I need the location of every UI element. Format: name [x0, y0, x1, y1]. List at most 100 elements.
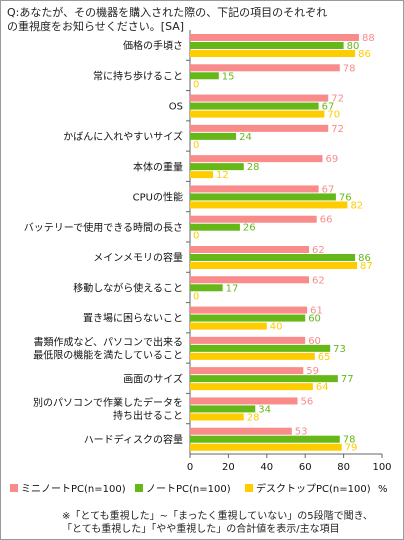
data-label: 0	[193, 291, 199, 302]
category-label: 置き場に困らないこと	[83, 312, 183, 325]
bar-desktop	[190, 262, 358, 269]
bar-mini	[190, 276, 310, 284]
data-label: 69	[325, 154, 338, 165]
bar-note	[190, 132, 237, 140]
data-label: 78	[343, 435, 356, 446]
bar-mini	[190, 34, 359, 41]
bar-mini	[190, 94, 329, 102]
data-label: 80	[347, 41, 360, 52]
data-label: 34	[258, 404, 271, 415]
bar-desktop	[190, 352, 315, 360]
data-label: 66	[320, 215, 333, 226]
category-label: バッテリーで使用できる時間の長さ	[24, 221, 183, 234]
footnote: ※「とても重視した」~「まったく重視していない」の5段階で聞き、 「とても重視し…	[62, 511, 373, 535]
bar-mini	[190, 306, 308, 314]
bar-desktop	[190, 201, 348, 209]
data-label: 87	[360, 261, 373, 272]
category-label: 移動しながら使えること	[73, 281, 183, 294]
data-label: 82	[350, 200, 363, 211]
bar-mini	[190, 215, 317, 223]
category-label: 別のパソコンで作業したデータを持ち出せること	[33, 396, 183, 422]
data-label: 40	[270, 322, 283, 333]
bar-mini	[190, 246, 310, 253]
data-label: 76	[339, 192, 352, 203]
bar-note	[190, 405, 256, 413]
bar-note	[190, 284, 223, 292]
bar-mini	[190, 427, 292, 435]
data-label: 0	[193, 79, 199, 90]
category-label: CPUの性能	[133, 191, 183, 204]
data-label: 12	[216, 170, 229, 181]
data-label: 61	[310, 306, 323, 317]
x-tick-label: 0	[187, 462, 193, 473]
data-label: 72	[331, 94, 344, 105]
data-label: 56	[301, 396, 314, 407]
legend-label: デスクトップPC(n=100)	[256, 482, 371, 495]
legend-swatch	[10, 484, 18, 492]
x-tick-label: 40	[260, 462, 273, 473]
category-label: 書類作成など、パソコンで出来る最低限の機能を満たしていること	[33, 336, 183, 362]
legend-swatch	[245, 484, 253, 492]
data-label: 24	[239, 132, 252, 143]
data-label: 0	[193, 231, 199, 242]
category-label: かばんに入れやすいサイズ	[63, 130, 183, 143]
data-label: 0	[193, 140, 199, 151]
bar-note	[190, 223, 240, 231]
x-tick-label: 80	[337, 462, 350, 473]
bar-desktop	[190, 443, 342, 451]
data-label: 59	[306, 366, 319, 377]
unit-label: %	[378, 484, 388, 495]
bar-mini	[190, 155, 323, 163]
bar-desktop	[190, 383, 313, 391]
bar-note	[190, 72, 219, 80]
bar-desktop	[190, 322, 267, 330]
bar-note	[190, 254, 356, 261]
bar-note	[190, 314, 306, 322]
bar-note	[190, 344, 331, 352]
bar-mini	[190, 64, 340, 72]
legend-label: ミニノートPC(n=100)	[21, 484, 126, 495]
bar-mini	[190, 185, 319, 193]
data-label: 72	[331, 124, 344, 135]
bar-desktop	[190, 110, 325, 118]
data-label: 67	[322, 184, 335, 195]
bar-desktop	[190, 171, 214, 179]
bar-note	[190, 375, 338, 383]
bar-note	[190, 163, 244, 171]
bar-mini	[190, 397, 298, 405]
category-label: ハードディスクの容量	[84, 433, 183, 446]
bar-mini	[190, 367, 304, 375]
category-label: OS	[169, 102, 183, 113]
data-label: 88	[362, 33, 375, 44]
x-tick-label: 20	[222, 462, 235, 473]
survey-question: Q:あなたが、その機器を購入された際の、下記の項目のそれぞれ の重視度をお知らせ…	[7, 6, 328, 33]
data-label: 26	[243, 223, 256, 234]
legend-swatch	[135, 484, 143, 492]
bar-note	[190, 193, 336, 201]
data-label: 86	[358, 49, 371, 60]
data-label: 17	[226, 283, 239, 294]
category-label: 常に持ち歩けること	[93, 69, 183, 82]
data-label: 60	[308, 336, 321, 347]
data-label: 64	[316, 382, 329, 393]
category-label: 画面のサイズ	[123, 372, 183, 385]
data-label: 79	[345, 443, 358, 454]
data-label: 28	[247, 412, 260, 423]
x-tick-label: 100	[372, 462, 391, 473]
data-label: 15	[222, 71, 235, 82]
data-label: 53	[295, 427, 308, 438]
x-tick-label: 60	[299, 462, 312, 473]
bar-desktop	[190, 413, 244, 421]
data-label: 62	[312, 275, 325, 286]
bar-note	[190, 42, 344, 49]
bar-mini	[190, 124, 329, 132]
data-label: 86	[358, 253, 371, 264]
category-label: メインメモリの容量	[93, 251, 183, 264]
category-label: 価格の手頃さ	[123, 39, 183, 52]
legend-label: ノートPC(n=100)	[146, 484, 231, 495]
data-label: 28	[247, 162, 260, 173]
data-label: 60	[308, 314, 321, 325]
data-label: 65	[318, 352, 331, 363]
data-label: 78	[343, 63, 356, 74]
